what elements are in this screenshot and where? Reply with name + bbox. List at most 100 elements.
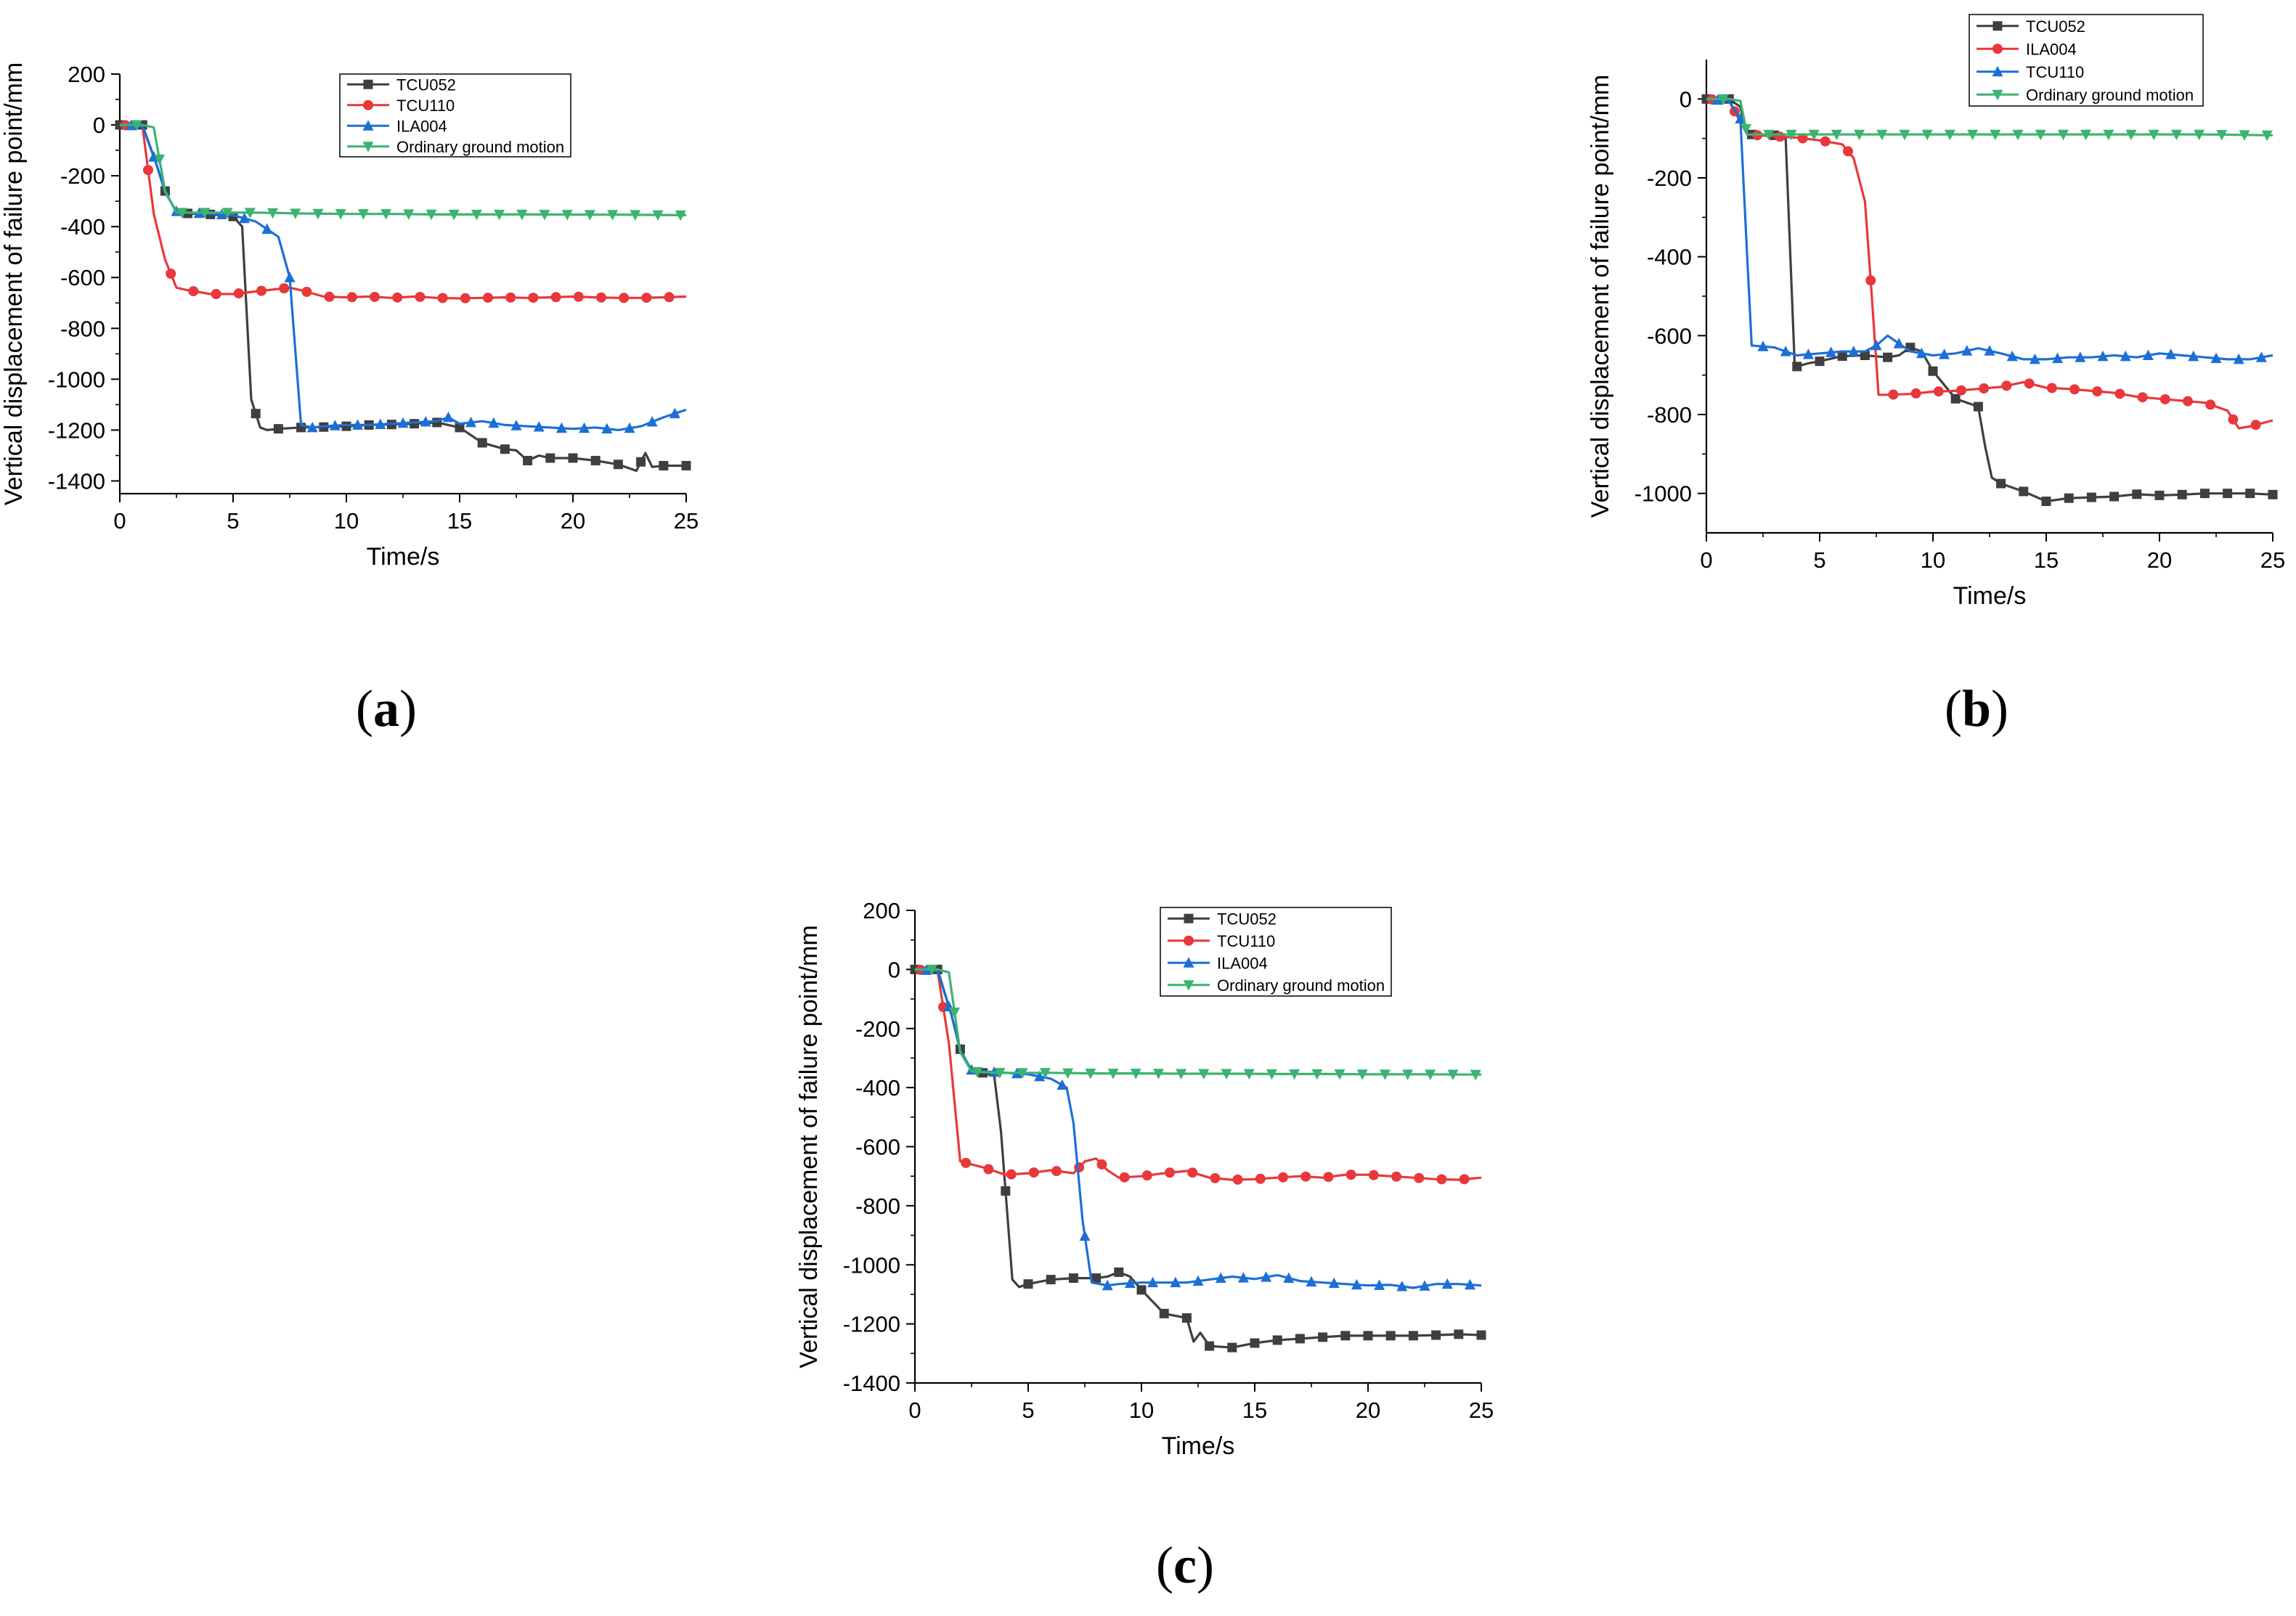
data-point	[2064, 493, 2074, 503]
data-point	[1250, 1338, 1260, 1348]
data-point	[477, 438, 487, 448]
data-point	[1170, 1276, 1181, 1288]
data-point	[669, 407, 680, 419]
data-point	[1266, 1069, 1277, 1080]
y-axis-title: Vertical displacement of failure point/m…	[795, 925, 823, 1368]
x-tick-label: 15	[1242, 1397, 1267, 1423]
legend-box	[1160, 907, 1392, 997]
y-tick-label: -1400	[843, 1371, 900, 1396]
data-point	[1921, 129, 1933, 141]
data-point	[1786, 129, 1797, 141]
data-point	[216, 208, 227, 220]
data-point	[1870, 339, 1882, 351]
data-point	[1114, 1267, 1124, 1277]
x-axis-title: Time/s	[367, 543, 440, 571]
data-point	[1808, 129, 1820, 141]
data-point	[1470, 1069, 1481, 1081]
data-point	[2255, 351, 2267, 362]
data-point	[636, 457, 646, 467]
legend-box	[339, 73, 571, 158]
data-point	[233, 288, 244, 299]
y-tick-label: -800	[855, 1193, 900, 1219]
data-point	[1198, 1069, 1210, 1080]
data-point	[403, 209, 415, 220]
data-point	[352, 419, 364, 430]
data-point	[2210, 352, 2222, 364]
data-point	[961, 1157, 972, 1168]
data-point	[143, 165, 153, 176]
data-point	[1311, 1069, 1323, 1080]
x-tick-label: 20	[561, 508, 585, 534]
data-point	[437, 293, 448, 303]
data-point	[357, 209, 369, 220]
data-point	[1334, 1069, 1346, 1080]
data-point	[1775, 131, 1786, 142]
data-point	[1402, 1069, 1414, 1080]
data-point	[1436, 1174, 1447, 1185]
data-point	[1820, 136, 1831, 147]
data-point	[1368, 1170, 1379, 1180]
data-point	[1950, 393, 1961, 404]
data-point	[2261, 130, 2273, 142]
data-point	[2188, 350, 2199, 362]
data-point	[1854, 129, 1865, 141]
data-point	[1028, 1167, 1039, 1178]
data-point	[2012, 129, 2024, 141]
data-point	[1300, 1171, 1311, 1182]
data-point	[1476, 1330, 1486, 1340]
data-point	[2233, 353, 2244, 364]
x-tick-label: 20	[1356, 1397, 1380, 1423]
data-point	[1237, 1272, 1249, 1283]
data-point	[2103, 129, 2114, 141]
data-point	[329, 420, 341, 430]
data-point	[1351, 1278, 1362, 1290]
data-point	[1763, 129, 1775, 141]
data-point	[1741, 124, 1752, 135]
data-point	[1831, 129, 1842, 141]
data-point	[1091, 1273, 1102, 1284]
data-point	[1356, 1069, 1368, 1080]
data-point	[1227, 1342, 1237, 1352]
data-point	[324, 291, 335, 302]
data-point	[1289, 1069, 1300, 1080]
data-point	[2120, 350, 2131, 362]
data-point	[131, 120, 142, 131]
data-point	[2046, 383, 2057, 393]
data-point	[2194, 129, 2205, 141]
data-point	[1735, 113, 1746, 123]
data-point	[1717, 94, 1729, 105]
data-point	[2239, 130, 2250, 141]
data-point	[1899, 129, 1910, 141]
data-point	[2205, 399, 2216, 410]
y-tick-label: 200	[68, 62, 105, 87]
legend-label: TCU052	[1217, 910, 1277, 928]
y-axis-title: Vertical displacement of failure point/m…	[1587, 75, 1614, 518]
data-point	[607, 210, 619, 221]
data-point	[166, 268, 176, 279]
data-point	[211, 289, 221, 300]
data-point	[1876, 129, 1888, 141]
data-point	[579, 422, 590, 433]
data-point	[675, 210, 686, 221]
data-point	[1939, 348, 1950, 359]
data-point	[1306, 1276, 1317, 1287]
data-point	[239, 212, 251, 224]
data-point	[2114, 388, 2125, 399]
data-point	[370, 291, 380, 302]
data-point	[1215, 1272, 1226, 1284]
data-point	[301, 286, 312, 297]
data-point	[528, 293, 539, 303]
data-point	[2250, 420, 2261, 430]
data-point	[1074, 1162, 1085, 1172]
data-point	[1176, 1069, 1187, 1080]
legend-swatch-marker	[362, 142, 374, 152]
data-point	[505, 292, 516, 303]
data-point	[1454, 1329, 1464, 1339]
x-tick-label: 5	[227, 508, 239, 534]
data-point	[2142, 349, 2154, 360]
data-point	[1363, 1331, 1373, 1341]
data-point	[2268, 489, 2278, 499]
data-point	[1192, 1275, 1204, 1286]
legend-swatch-marker	[1992, 89, 2003, 101]
x-tick-label: 25	[674, 508, 699, 534]
